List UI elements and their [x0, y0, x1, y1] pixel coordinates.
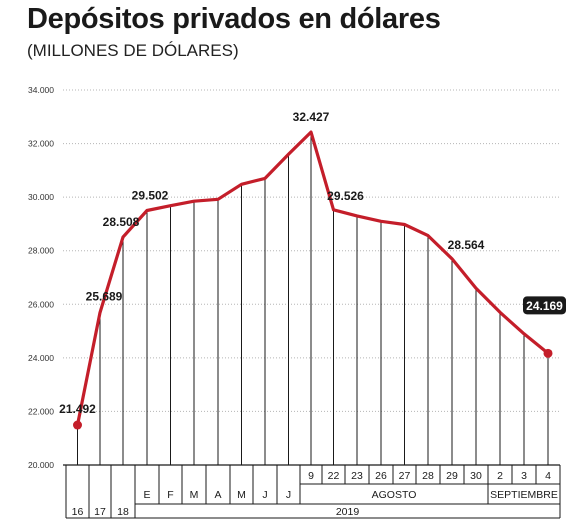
x-tick-label: 28	[422, 470, 434, 482]
x-tick-label: 26	[375, 470, 387, 482]
end-value-badge	[523, 296, 566, 315]
data-labels: 21.492 25.689 28.508 29.502 32.427 29.526 28.5…	[59, 110, 566, 416]
vertical-drop-lines	[77, 132, 549, 465]
y-tick-label: 20.000	[28, 460, 54, 470]
start-point-marker	[73, 420, 82, 430]
x-tick-label: 18	[117, 506, 129, 518]
y-tick-label: 28.000	[28, 246, 54, 256]
x-tick-label: 23	[351, 470, 363, 482]
chart-subtitle: (MILLONES DE DÓLARES)	[27, 41, 239, 60]
data-label: 25.689	[86, 290, 123, 304]
x-group-label: 2019	[336, 506, 360, 518]
y-tick-label: 30.000	[28, 192, 54, 202]
x-tick-label: F	[167, 489, 173, 501]
x-tick-label: A	[214, 489, 221, 501]
data-label: 21.492	[59, 402, 96, 416]
series-line-path	[75, 130, 550, 427]
x-tick-label: 3	[521, 470, 527, 482]
x-tick-label: E	[143, 489, 150, 501]
x-tick-label: 4	[545, 470, 551, 482]
x-tick-label: 16	[72, 506, 84, 518]
y-axis-ticks: 20.000 22.000 24.000 26.000 28.000 30.000 32.0…	[28, 85, 54, 470]
data-label: 24.169	[526, 299, 563, 313]
x-tick-label: J	[286, 489, 291, 501]
y-tick-label: 34.000	[28, 85, 54, 95]
series-line	[73, 130, 553, 430]
x-tick-label: 29	[446, 470, 458, 482]
data-label: 29.526	[327, 189, 364, 203]
data-label: 28.508	[103, 215, 140, 229]
x-tick-label: 22	[328, 470, 340, 482]
y-tick-label: 24.000	[28, 353, 54, 363]
end-point-marker	[543, 348, 553, 358]
data-label: 28.564	[448, 238, 485, 252]
x-group-label: AGOSTO	[372, 489, 417, 501]
y-tick-label: 22.000	[28, 406, 54, 416]
x-tick-label: 2	[497, 470, 503, 482]
data-label: 29.502	[132, 188, 169, 202]
x-tick-label: 30	[470, 470, 482, 482]
y-tick-label: 26.000	[28, 299, 54, 309]
y-tick-label: 32.000	[28, 139, 54, 149]
x-tick-label: M	[237, 489, 246, 501]
data-label: 32.427	[293, 110, 330, 124]
x-tick-label: J	[262, 489, 267, 501]
x-tick-label: 17	[94, 506, 106, 518]
x-group-label: SEPTIEMBRE	[490, 489, 558, 501]
x-tick-label: 9	[308, 470, 314, 482]
x-tick-label: M	[190, 489, 199, 501]
chart-title: Depósitos privados en dólares	[27, 3, 441, 35]
x-tick-label: 27	[399, 470, 411, 482]
